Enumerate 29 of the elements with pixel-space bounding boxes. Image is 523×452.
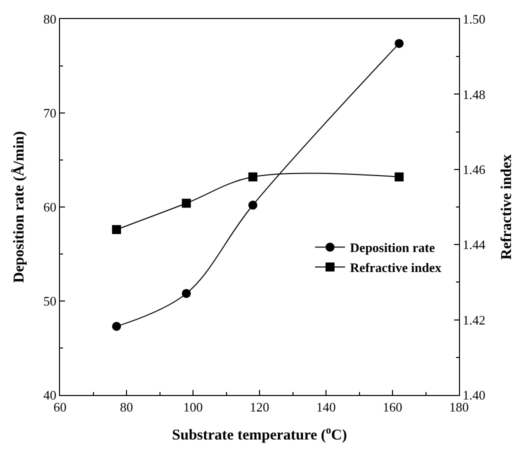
y2-tick-label: 1.48 — [462, 86, 486, 102]
y-tick-label: 60 — [43, 200, 56, 215]
point — [182, 288, 191, 298]
point — [112, 322, 122, 331]
y2-tick-label: 1.42 — [462, 312, 486, 328]
x-tick-label: 160 — [382, 400, 402, 415]
y2-tick-label: 1.46 — [462, 162, 486, 177]
y-tick-label: 40 — [43, 388, 56, 403]
point — [182, 198, 191, 208]
y-axis-title: Deposition rate (Å/min) — [10, 131, 28, 283]
x-axis-title: Substrate temperature ($^{o}$C) — [172, 425, 347, 444]
y-tick-label: 70 — [43, 106, 56, 121]
x-tick-label: 140 — [316, 400, 336, 415]
y2-axis-title: Refractive index — [498, 154, 515, 260]
y-tick-label: 80 — [43, 12, 56, 27]
y2-tick-label: 1.50 — [462, 12, 486, 27]
y2-tick-label: 1.44 — [462, 237, 486, 252]
x-tick-label: 60 — [54, 400, 66, 415]
legend-label: Refractive index — [350, 260, 442, 276]
point — [248, 200, 258, 210]
y-tick-label: 50 — [43, 294, 56, 309]
x-tick-label: 100 — [183, 400, 203, 415]
point — [112, 225, 122, 234]
point — [394, 172, 404, 182]
point — [248, 172, 258, 182]
x-tick-label: 80 — [120, 400, 133, 415]
legend-label: Deposition rate — [350, 240, 436, 256]
point — [394, 38, 404, 48]
x-tick-label: 120 — [250, 400, 270, 415]
